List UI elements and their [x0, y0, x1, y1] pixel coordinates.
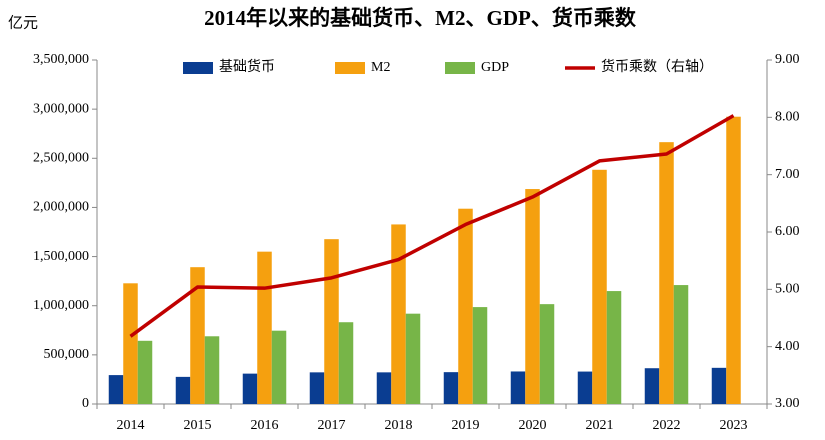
legend-label: GDP — [481, 60, 509, 75]
bar — [659, 142, 674, 404]
x-tick-label: 2015 — [184, 418, 212, 433]
y-tick-label: 3,500,000 — [33, 52, 89, 67]
chart-title: 2014年以来的基础货币、M2、GDP、货币乘数 — [204, 6, 637, 30]
bar — [324, 239, 339, 404]
x-tick-label: 2014 — [117, 418, 145, 433]
bar — [190, 267, 205, 404]
y-tick-label: 0 — [82, 396, 89, 411]
bar — [592, 169, 607, 404]
bar — [644, 368, 660, 404]
bar — [606, 291, 622, 404]
bar — [577, 371, 593, 404]
bar — [242, 373, 258, 404]
x-tick-label: 2017 — [318, 418, 346, 433]
bar — [405, 313, 421, 404]
bar — [108, 375, 124, 404]
bar — [711, 367, 727, 404]
bar — [726, 116, 741, 405]
legend-swatch — [445, 62, 475, 74]
y2-tick-label: 3.00 — [775, 396, 800, 411]
x-tick-label: 2018 — [385, 418, 413, 433]
bar — [175, 376, 191, 404]
bar — [376, 372, 392, 404]
y-tick-label: 3,000,000 — [33, 101, 89, 116]
bar — [510, 371, 526, 404]
bar — [539, 304, 555, 404]
y-tick-label: 1,500,000 — [33, 249, 89, 264]
y-tick-label: 2,000,000 — [33, 200, 89, 215]
x-tick-label: 2016 — [251, 418, 279, 433]
bar — [443, 372, 459, 404]
bar — [673, 285, 689, 404]
legend-swatch — [183, 62, 213, 74]
bar — [338, 322, 354, 404]
legend-label: 货币乘数（右轴） — [601, 58, 713, 75]
bar — [458, 208, 473, 404]
bar — [391, 224, 406, 404]
x-tick-label: 2021 — [586, 418, 614, 433]
x-tick-label: 2019 — [452, 418, 480, 433]
legend-label: 基础货币 — [219, 58, 275, 75]
y-tick-label: 2,500,000 — [33, 151, 89, 166]
bar — [257, 251, 272, 404]
y2-tick-label: 9.00 — [775, 52, 800, 67]
legend-label: M2 — [371, 60, 390, 75]
legend-swatch — [335, 62, 365, 74]
x-tick-label: 2022 — [653, 418, 681, 433]
bar — [123, 283, 138, 404]
y-tick-label: 1,000,000 — [33, 298, 89, 313]
line — [129, 114, 735, 338]
bar — [525, 189, 540, 404]
bar — [309, 372, 325, 404]
y2-tick-label: 6.00 — [775, 224, 800, 239]
y-tick-label: 500,000 — [44, 347, 90, 362]
y2-tick-label: 5.00 — [775, 282, 800, 297]
y2-tick-label: 4.00 — [775, 339, 800, 354]
x-tick-label: 2020 — [519, 418, 547, 433]
x-tick-label: 2023 — [720, 418, 748, 433]
bar — [204, 336, 220, 404]
bar — [472, 307, 488, 404]
bar — [271, 330, 287, 404]
y2-tick-label: 7.00 — [775, 167, 800, 182]
y-unit: 亿元 — [8, 14, 38, 31]
bar — [137, 340, 153, 404]
y2-tick-label: 8.00 — [775, 110, 800, 125]
